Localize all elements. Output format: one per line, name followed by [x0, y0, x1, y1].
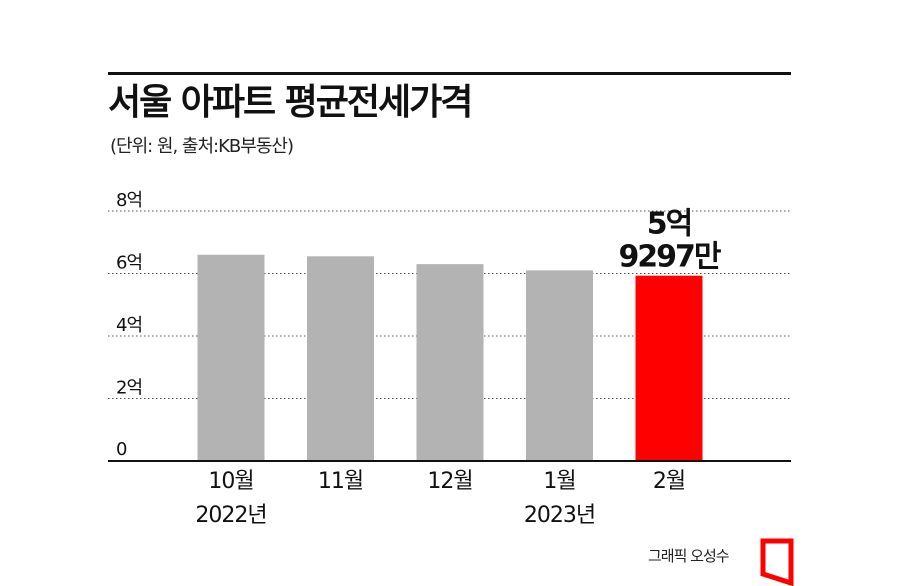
bar	[416, 264, 484, 461]
x-tick-label: 2월	[653, 469, 685, 494]
chart-subtitle: (단위: 원, 출처:KB부동산)	[110, 136, 294, 157]
data-label: 9297만	[618, 240, 721, 275]
y-tick-label: 2억	[116, 378, 142, 399]
brand-logo-icon	[760, 538, 794, 586]
bar-highlight	[635, 275, 703, 461]
y-tick-label: 0	[116, 439, 127, 460]
x-year-label: 2022년	[195, 503, 266, 528]
y-tick-label: 8억	[116, 190, 142, 211]
top-rule	[108, 72, 791, 75]
x-tick-label: 12월	[427, 469, 472, 494]
x-tick-label: 1월	[543, 469, 575, 494]
y-tick-label: 4억	[116, 315, 142, 336]
data-label: 5억	[647, 207, 691, 242]
bar	[526, 270, 593, 461]
y-tick-label: 6억	[116, 253, 142, 274]
bar	[197, 254, 265, 461]
graphic-credit: 그래픽 오성수	[648, 547, 730, 565]
bar	[307, 256, 374, 461]
x-tick-label: 11월	[318, 469, 363, 494]
x-tick-label: 10월	[208, 469, 253, 494]
chart-title: 서울 아파트 평균전세가격	[108, 82, 473, 123]
x-year-label: 2023년	[524, 503, 595, 528]
